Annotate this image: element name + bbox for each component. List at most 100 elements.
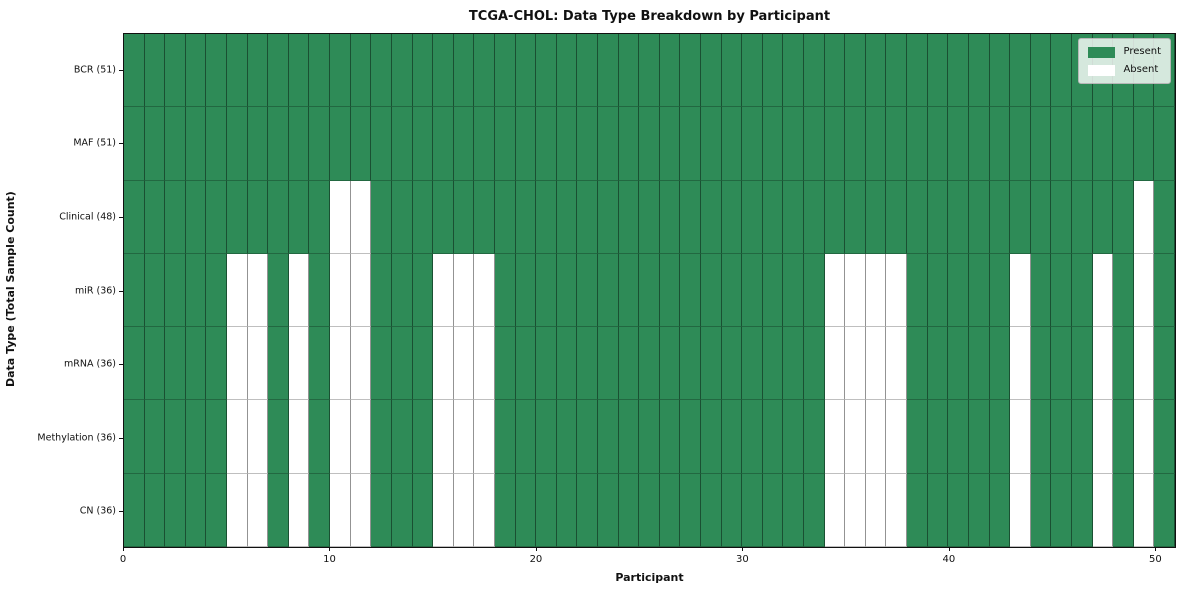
heatmap-cell (515, 34, 537, 108)
heatmap-cell (1092, 473, 1114, 547)
heatmap-cell (618, 400, 640, 474)
heatmap-cell (1010, 473, 1031, 547)
heatmap-cell (494, 34, 516, 108)
heatmap-cell (659, 180, 681, 254)
heatmap-cell (350, 327, 372, 401)
heatmap-cell (783, 400, 805, 474)
heatmap-cell (845, 107, 866, 181)
y-tick-label: CN (36) (79, 505, 116, 517)
heatmap-cell (948, 180, 969, 254)
heatmap-cell (1071, 107, 1093, 181)
y-tick-mark (119, 290, 123, 292)
heatmap-cell (618, 34, 640, 108)
heatmap-cell (804, 253, 825, 328)
heatmap-cell (515, 473, 537, 547)
heatmap-cell (1030, 253, 1052, 328)
heatmap-cell (1092, 327, 1114, 401)
heatmap-cell (701, 107, 722, 181)
heatmap-cell (824, 327, 846, 401)
heatmap-cell (144, 34, 166, 108)
heatmap-cell (185, 34, 207, 108)
heatmap-cell (494, 180, 516, 254)
heatmap-cell (206, 34, 228, 108)
heatmap-cell (330, 473, 351, 547)
heatmap-cell (1071, 473, 1093, 547)
heatmap-cell (412, 473, 434, 547)
heatmap-cell (1133, 327, 1155, 401)
heatmap-cell (556, 180, 578, 254)
heatmap-cell (886, 327, 908, 401)
heatmap-cell (968, 34, 990, 108)
heatmap-cell (577, 327, 598, 401)
heatmap-cell (1051, 180, 1072, 254)
y-tick-mark (119, 69, 123, 71)
y-tick-label: Methylation (36) (37, 432, 116, 444)
heatmap-cell (721, 400, 743, 474)
heatmap-cell (597, 473, 619, 547)
heatmap-cell (721, 473, 743, 547)
heatmap-cell (845, 34, 866, 108)
heatmap-cell (1133, 400, 1155, 474)
heatmap-cell (474, 400, 495, 474)
heatmap-cell (762, 180, 784, 254)
heatmap-cell (907, 34, 928, 108)
heatmap-cell (371, 473, 392, 547)
heatmap-cell (701, 253, 722, 328)
heatmap-cell (989, 107, 1011, 181)
heatmap-cell (824, 34, 846, 108)
heatmap-cell (453, 473, 475, 547)
heatmap-cell (371, 107, 392, 181)
legend: Present Absent (1078, 38, 1171, 84)
legend-label: Present (1123, 46, 1161, 57)
heatmap-cell (350, 34, 372, 108)
heatmap-cell (391, 400, 413, 474)
heatmap-cell (639, 180, 660, 254)
heatmap-cell (227, 327, 248, 401)
heatmap-cell (185, 327, 207, 401)
heatmap-cell (515, 327, 537, 401)
heatmap-cell (577, 253, 598, 328)
heatmap-cell (165, 107, 186, 181)
heatmap-cell (185, 180, 207, 254)
heatmap-cell (783, 180, 805, 254)
heatmap-cell (309, 107, 331, 181)
y-tick-mark (119, 511, 123, 513)
heatmap-cell (144, 253, 166, 328)
y-tick-mark (119, 143, 123, 145)
heatmap-cell (762, 34, 784, 108)
heatmap-cell (391, 473, 413, 547)
heatmap-cell (371, 400, 392, 474)
heatmap-cell (185, 107, 207, 181)
heatmap-cell (1154, 400, 1175, 474)
heatmap-cell (968, 253, 990, 328)
heatmap-cell (804, 34, 825, 108)
heatmap-cell (783, 34, 805, 108)
heatmap-cell (1051, 400, 1072, 474)
heatmap-cell (577, 473, 598, 547)
heatmap-cell (206, 327, 228, 401)
heatmap-cell (804, 107, 825, 181)
heatmap-cell (886, 400, 908, 474)
heatmap-cell (433, 34, 454, 108)
heatmap-cell (1113, 327, 1134, 401)
heatmap-cell (309, 327, 331, 401)
heatmap-cell (824, 473, 846, 547)
legend-item: Present (1088, 46, 1161, 58)
heatmap-cell (268, 400, 289, 474)
heatmap-cell (721, 253, 743, 328)
heatmap-cell (659, 107, 681, 181)
heatmap-cell (639, 327, 660, 401)
heatmap-cell (989, 473, 1011, 547)
heatmap-cell (865, 107, 887, 181)
heatmap-cell (412, 400, 434, 474)
y-tick-label: MAF (51) (73, 137, 116, 149)
heatmap-cell (144, 327, 166, 401)
heatmap-cell (1051, 253, 1072, 328)
heatmap-cell (1154, 473, 1175, 547)
x-tick-label: 50 (1148, 554, 1162, 565)
x-axis-label: Participant (615, 571, 684, 584)
heatmap-cell (165, 34, 186, 108)
plot-area (123, 33, 1176, 548)
heatmap-cell (1113, 253, 1134, 328)
y-tick-label: Clinical (48) (59, 211, 116, 223)
